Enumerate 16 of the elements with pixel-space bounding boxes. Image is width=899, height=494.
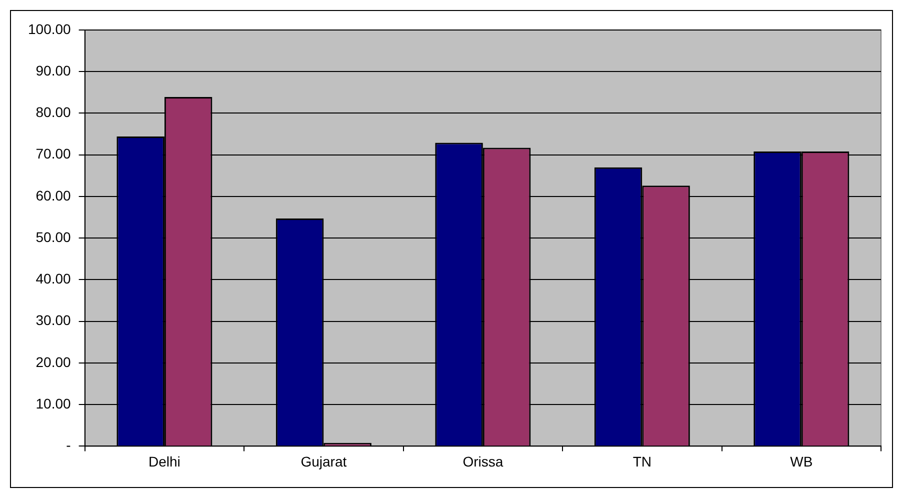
x-tick-label: Gujarat xyxy=(300,453,347,470)
y-tick-label: 30.00 xyxy=(36,312,72,328)
y-tick-label: 40.00 xyxy=(36,270,72,287)
y-tick-label: - xyxy=(66,437,72,454)
y-tick-label: 20.00 xyxy=(36,354,72,370)
y-tick-label: 80.00 xyxy=(36,104,72,120)
x-tick-label: TN xyxy=(632,453,652,470)
x-tick-label: Orissa xyxy=(462,453,504,470)
x-tick-label: Delhi xyxy=(148,453,180,470)
x-tick-label: WB xyxy=(790,453,813,470)
y-tick-label: 70.00 xyxy=(36,146,72,162)
y-tick-label: 50.00 xyxy=(36,228,72,245)
y-tick-label: 10.00 xyxy=(36,395,72,412)
y-tick-label: 60.00 xyxy=(36,187,72,204)
y-tick-label: 100.00 xyxy=(28,20,72,37)
y-tick-label: 90.00 xyxy=(36,62,72,78)
